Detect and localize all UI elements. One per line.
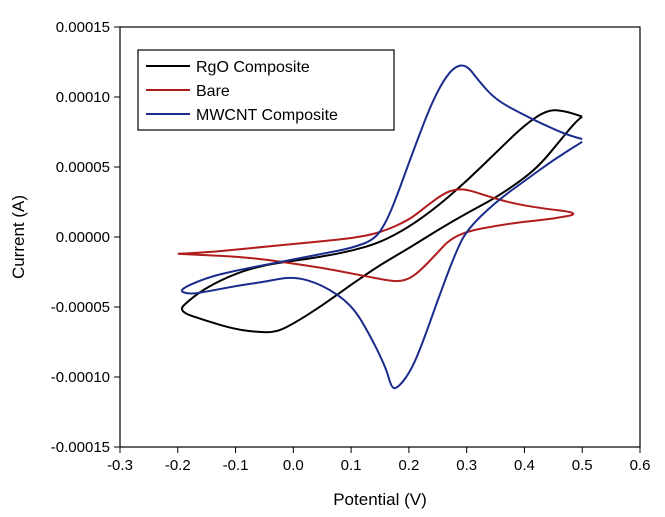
x-tick-label: 0.0 xyxy=(283,457,304,474)
x-tick-label: -0.3 xyxy=(107,457,133,474)
series-layer xyxy=(177,64,583,390)
x-tick-label: 0.2 xyxy=(398,457,419,474)
x-axis: -0.3 -0.2 -0.1 0.0 0.1 0.2 0.3 0.4 0.5 0.6 xyxy=(107,447,650,474)
x-tick-label: -0.2 xyxy=(165,457,191,474)
x-tick-label: -0.1 xyxy=(223,457,249,474)
x-tick-label: 0.4 xyxy=(514,457,535,474)
y-tick-label: 0.00015 xyxy=(56,19,110,36)
y-axis-title: Current (A) xyxy=(9,195,28,279)
y-tick-label: -0.00005 xyxy=(51,299,110,316)
x-axis-title: Potential (V) xyxy=(333,490,427,509)
y-tick-label: 0.00010 xyxy=(56,89,110,106)
y-axis: 0.00015 0.00010 0.00005 0.00000 -0.00005 -0.0… xyxy=(51,19,120,456)
x-tick-label: 0.3 xyxy=(456,457,477,474)
series-line-2 xyxy=(180,64,583,390)
series-line-0 xyxy=(180,109,583,334)
y-tick-label: -0.00015 xyxy=(51,439,110,456)
legend: RgO Composite Bare MWCNT Composite xyxy=(137,49,395,131)
y-tick-label: -0.00010 xyxy=(51,369,110,386)
y-tick-label: 0.00000 xyxy=(56,229,110,246)
x-tick-label: 0.6 xyxy=(630,457,651,474)
legend-label: MWCNT Composite xyxy=(196,107,338,124)
x-tick-label: 0.1 xyxy=(341,457,362,474)
x-tick-label: 0.5 xyxy=(572,457,593,474)
legend-label: RgO Composite xyxy=(196,59,310,76)
series-line-1 xyxy=(177,188,575,283)
y-tick-label: 0.00005 xyxy=(56,159,110,176)
legend-label: Bare xyxy=(196,83,230,100)
